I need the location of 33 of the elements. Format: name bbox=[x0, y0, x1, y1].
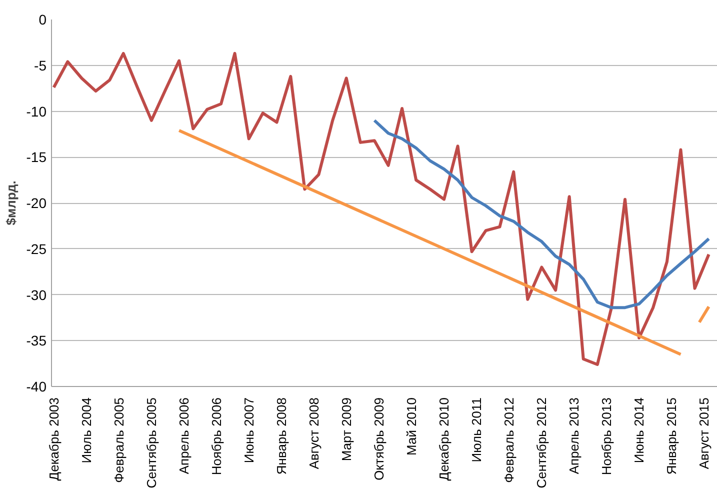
x-tick-label: Июнь 2007 bbox=[241, 398, 256, 464]
y-tick-label: 0 bbox=[38, 12, 47, 28]
x-tick-label: Ноябрь 2013 bbox=[599, 398, 614, 476]
line-series bbox=[372, 118, 710, 310]
x-tick-label: Июнь 2014 bbox=[632, 398, 647, 464]
x-tick-label: Январь 2008 bbox=[274, 398, 289, 475]
x-tick-label: Январь 2015 bbox=[664, 398, 680, 475]
x-tick-label: Июль 2004 bbox=[78, 397, 94, 464]
line-series bbox=[52, 52, 710, 366]
x-tick-label: Февраль 2012 bbox=[502, 397, 517, 483]
y-tick-label: -30 bbox=[26, 286, 47, 303]
y-tick-label: -15 bbox=[26, 149, 47, 166]
x-tick-label: Ноябрь 2006 bbox=[208, 398, 224, 476]
y-axis-title: $млрд. bbox=[3, 180, 18, 226]
x-tick-label: Август 2008 bbox=[306, 397, 322, 470]
x-tick-label: Октябрь 2009 bbox=[372, 397, 387, 480]
x-tick-label: Сентябрь 2012 bbox=[534, 397, 550, 488]
y-tick-label: -10 bbox=[26, 103, 47, 120]
x-tick-label: Апрель 2006 bbox=[176, 397, 192, 474]
x-tick-label: Декабрь 2010 bbox=[436, 398, 452, 481]
y-tick-label: -5 bbox=[34, 57, 47, 74]
y-tick-label: -20 bbox=[26, 195, 47, 211]
x-tick-label: Декабрь 2003 bbox=[46, 398, 62, 481]
y-tick-label: -40 bbox=[26, 378, 47, 394]
x-tick-label: Май 2010 bbox=[404, 398, 419, 456]
x-tick-label: Февраль 2005 bbox=[112, 397, 127, 483]
x-tick-label: Сентябрь 2005 bbox=[144, 397, 159, 488]
x-tick-label: Август 2015 bbox=[696, 397, 712, 470]
x-tick-label: Апрель 2013 bbox=[566, 397, 582, 474]
y-tick-label: -25 bbox=[26, 240, 47, 257]
y-tick-label: -35 bbox=[26, 332, 47, 349]
x-tick-label: Март 2009 bbox=[338, 397, 354, 462]
x-tick-label: Июль 2011 bbox=[468, 398, 484, 462]
